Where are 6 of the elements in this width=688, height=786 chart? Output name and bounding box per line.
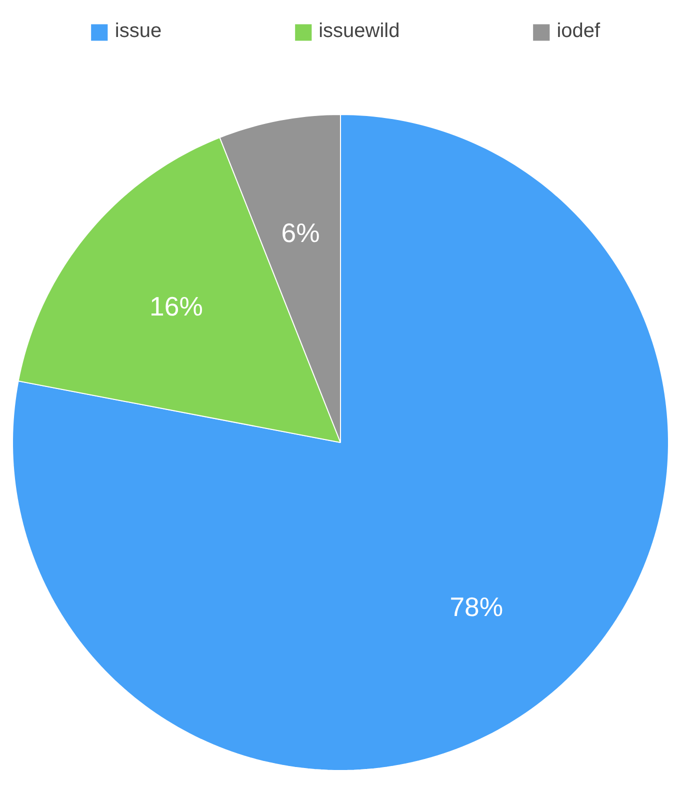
legend-label: issue xyxy=(114,20,162,43)
data-label: 78% xyxy=(450,592,504,622)
data-label: 16% xyxy=(150,292,203,322)
data-label: 6% xyxy=(281,218,320,248)
legend-label: issuewild xyxy=(318,20,400,43)
legend-label: iodef xyxy=(556,20,600,43)
